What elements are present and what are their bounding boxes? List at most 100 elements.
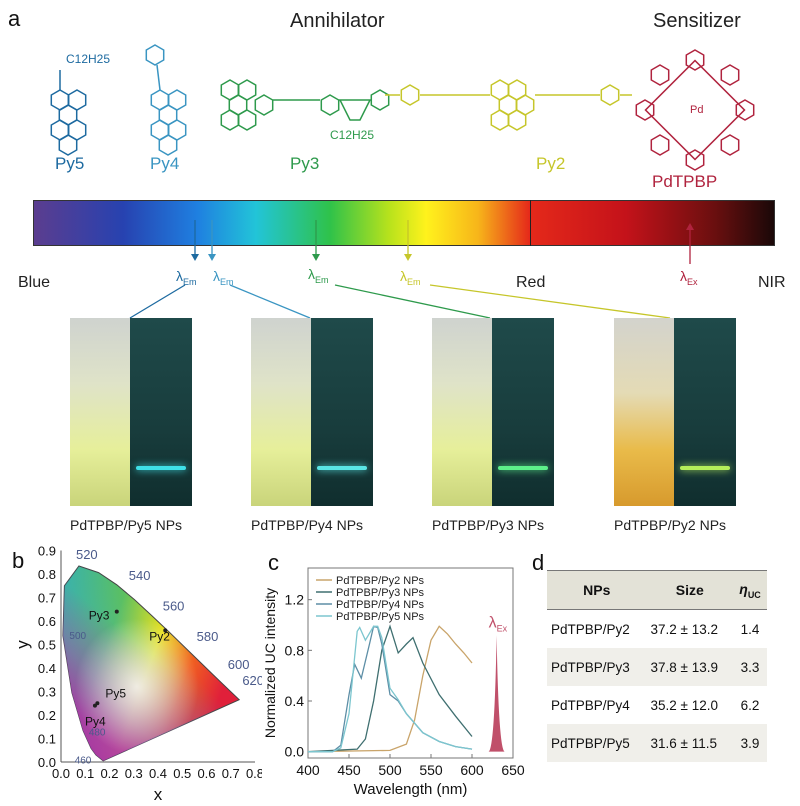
legend-label: PdTPBP/Py5 NPs (336, 611, 425, 623)
uc-table: NPs Size ηUC PdTPBP/Py2 37.2 ± 13.2 1.4 PdT… (547, 570, 767, 762)
py4-emission-label: λEm (213, 268, 234, 287)
wavelength-label: 480 (89, 727, 106, 738)
cell-nps: PdTPBP/Py3 (551, 659, 630, 675)
y-tick-label: 0.8 (38, 567, 56, 582)
cell-size: 35.2 ± 12.0 (650, 697, 718, 713)
cell-eta: 6.2 (740, 697, 760, 713)
py4-structure (145, 44, 187, 156)
plot-frame (307, 567, 514, 759)
photo-py4-caption: PdTPBP/Py4 NPs (251, 517, 364, 533)
legend-label: PdTPBP/Py3 NPs (336, 587, 425, 599)
x-tick-label: 500 (378, 762, 402, 778)
cell-eta: 1.4 (740, 621, 760, 637)
cell-nps: PdTPBP/Py2 (551, 621, 630, 637)
header-nps: NPs (583, 582, 611, 598)
uc-spectrum-chart: 400 450 500 550 600 650 0.0 0.4 0.8 1.2 Wavelength… (262, 567, 525, 798)
y-tick-label: 0.9 (38, 544, 56, 559)
point-label: Py2 (149, 629, 170, 643)
panel-b-letter: b (12, 548, 25, 573)
wavelength-label: 600 (228, 657, 250, 672)
x-tick-label: 0.1 (76, 766, 94, 781)
y-tick-label: 0.2 (38, 708, 56, 723)
pdtpbp-label: PdTPBP (652, 172, 718, 191)
x-tick-label: 0.6 (197, 766, 215, 781)
y-axis-label: Normalized UC intensity (262, 588, 278, 738)
x-tick-label: 0.3 (125, 766, 143, 781)
chromaticity-point (163, 628, 168, 633)
py3-emission-label: λEm (308, 266, 329, 285)
cell-size: 37.8 ± 13.9 (650, 659, 718, 675)
y-tick-label: 0.0 (285, 744, 305, 760)
series-line-pdtpbp-py2-nps (307, 625, 473, 753)
point-label: Py4 (85, 715, 106, 729)
photo-py4 (251, 318, 373, 506)
x-tick-label: 400 (296, 762, 320, 778)
wavelength-label: 560 (163, 598, 185, 613)
cell-eta: 3.3 (740, 659, 760, 675)
py2-label: Py2 (536, 154, 566, 173)
py2-emission-label: λEm (400, 268, 421, 287)
panel-a-letter: a (8, 6, 21, 31)
cell-size: 31.6 ± 11.5 (650, 735, 717, 751)
photo-py3 (432, 318, 554, 506)
x-axis-label: Wavelength (nm) (354, 781, 468, 798)
point-label: Py5 (105, 686, 126, 700)
legend-label: PdTPBP/Py4 NPs (336, 599, 425, 611)
excitation-peak (488, 635, 505, 752)
y-tick-label: 0.8 (285, 642, 305, 658)
pdtpbp-structure (635, 49, 755, 171)
cell-size: 37.2 ± 13.2 (650, 621, 718, 637)
cell-nps: PdTPBP/Py4 (551, 697, 630, 713)
wavelength-label: 500 (69, 631, 86, 642)
molecule-structures (50, 44, 755, 171)
annihilator-heading: Annihilator (290, 10, 385, 32)
sensitizer-heading: Sensitizer (653, 10, 741, 32)
y-tick-label: 0.4 (38, 661, 56, 676)
legend-label: PdTPBP/Py2 NPs (336, 575, 425, 587)
panel-c-letter: c (268, 550, 279, 575)
py2-structure (385, 79, 632, 131)
y-tick-label: 0.3 (38, 685, 56, 700)
emission-connectors (129, 220, 694, 319)
spectrum-divider (530, 200, 531, 246)
py3-label: Py3 (290, 154, 320, 173)
x-tick-label: 550 (419, 762, 443, 778)
photo-py2-caption: PdTPBP/Py2 NPs (614, 517, 727, 533)
chromaticity-point (92, 703, 97, 708)
cell-eta: 3.9 (740, 735, 760, 751)
photo-py5-caption: PdTPBP/Py5 NPs (70, 517, 183, 533)
x-tick-label: 0.2 (100, 766, 118, 781)
panel-d-letter: d (532, 550, 545, 575)
table-row: PdTPBP/Py2 37.2 ± 13.2 1.4 (547, 610, 767, 649)
x-tick-label: 0.0 (52, 766, 70, 781)
y-axis-label: y (13, 640, 32, 649)
x-tick-label: 600 (460, 762, 484, 778)
photo-py2 (614, 318, 736, 506)
series-line-pdtpbp-py5-nps (308, 625, 473, 753)
photo-py3-caption: PdTPBP/Py3 NPs (432, 517, 545, 533)
pd-center: Pd (690, 104, 704, 116)
py3-structure (220, 79, 390, 131)
cell-nps: PdTPBP/Py5 (551, 735, 630, 751)
y-tick-label: 0.6 (38, 614, 56, 629)
x-tick-label: 0.8 (246, 766, 262, 781)
wavelength-label: 580 (197, 629, 219, 644)
wavelength-label: 620 (242, 673, 262, 688)
cie-diagram: 0.0 0.1 0.2 0.3 0.4 0.5 0.6 0.7 0.8 0.0 0.1 0.2 0.3 0… (13, 544, 262, 805)
py5-emission-label: λEm (176, 268, 197, 287)
y-tick-label: 1.2 (285, 592, 305, 608)
excitation-label: λEx (680, 268, 698, 287)
py5-substituent: C12H25 (66, 52, 111, 66)
point-label: Py3 (89, 609, 110, 623)
wavelength-label: 520 (76, 547, 98, 562)
py5-structure (50, 70, 87, 156)
x-tick-label: 0.5 (173, 766, 191, 781)
y-tick-label: 0.5 (38, 638, 56, 653)
cie-gamut (62, 566, 240, 761)
y-tick-label: 0.0 (38, 755, 56, 770)
wavelength-label: 460 (75, 755, 92, 766)
header-eta: ηUC (739, 580, 761, 600)
excitation-label: λEx (489, 615, 508, 634)
py4-label: Py4 (150, 154, 180, 173)
